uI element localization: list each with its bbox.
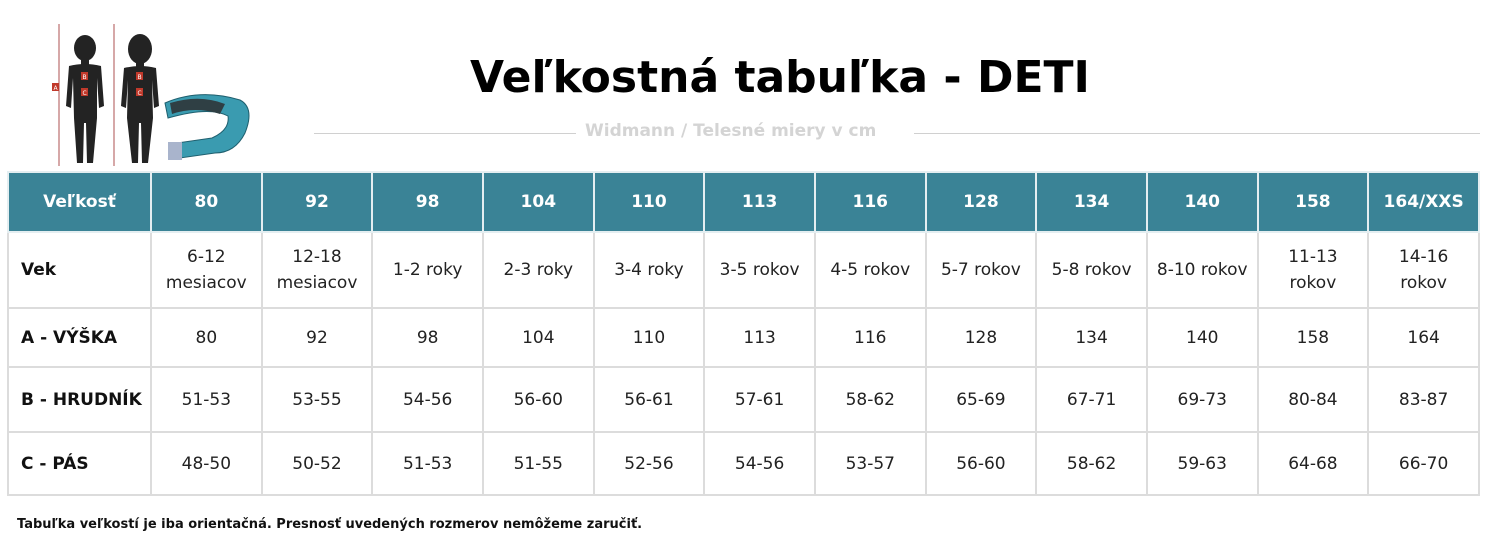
table-cell: 2-3 roky [481,231,595,309]
svg-text:C: C [138,90,142,97]
table-cell: 52-56 [592,431,706,496]
table-cell: 56-61 [592,366,706,433]
table-cell: 98 [371,307,484,368]
table-cell: 113 [703,307,816,368]
header-row: Veľkosť 80 92 98 104 110 113 116 128 134 140 158 164… [7,171,1480,233]
row-label: A - VÝŠKA [7,307,152,368]
table-cell: 110 [592,307,706,368]
row-label: Vek [7,231,152,309]
table-cell: 51-53 [371,431,484,496]
size-header: 158 [1256,171,1370,233]
table-cell: 56-60 [924,431,1038,496]
children-measurement-illustration: A B C B C [52,24,250,166]
row-label: C - PÁS [7,431,152,496]
table-cell: 140 [1145,307,1259,368]
table-cell: 164 [1367,307,1480,368]
subtitle-divider-left [314,133,576,134]
size-header: 128 [924,171,1038,233]
table-cell: 83-87 [1367,366,1480,433]
table-cell: 53-55 [260,366,374,433]
table-cell: 11-13 rokov [1256,231,1370,309]
size-table: Veľkosť 80 92 98 104 110 113 116 128 134 140 158 164… [7,171,1480,496]
svg-text:B: B [138,74,142,81]
table-cell: 3-5 rokov [703,231,816,309]
table-row: C - PÁS 48-50 50-52 51-53 51-55 52-56 54-56 53-… [7,431,1480,496]
subtitle: Widmann / Telesné miery v cm [585,121,877,141]
table-cell: 80 [150,307,263,368]
size-header: 104 [481,171,595,233]
size-header: 110 [592,171,706,233]
boy-silhouette-icon [66,35,104,163]
table-cell: 128 [924,307,1038,368]
svg-text:B: B [83,74,87,81]
table-cell: 56-60 [481,366,595,433]
table-cell: 48-50 [150,431,263,496]
svg-text:C: C [83,90,87,97]
table-cell: 12-18 mesiacov [260,231,374,309]
size-header: 92 [260,171,374,233]
table-row: A - VÝŠKA 80 92 98 104 110 113 116 128 134 140 158 1… [7,307,1480,368]
table-cell: 8-10 rokov [1145,231,1259,309]
table-cell: 4-5 rokov [813,231,927,309]
table-cell: 69-73 [1145,366,1259,433]
size-header: 134 [1035,171,1148,233]
table-cell: 1-2 roky [371,231,484,309]
table-cell: 80-84 [1256,366,1370,433]
table-cell: 67-71 [1035,366,1148,433]
table-cell: 5-7 rokov [924,231,1038,309]
table-cell: 92 [260,307,374,368]
table-cell: 54-56 [371,366,484,433]
table-cell: 3-4 roky [592,231,706,309]
size-header: 116 [813,171,927,233]
table-row: Vek 6-12 mesiacov 12-18 mesiacov 1-2 roky 2-… [7,231,1480,309]
table-cell: 58-62 [813,366,927,433]
table-cell: 5-8 rokov [1035,231,1148,309]
size-label-header: Veľkosť [7,171,152,233]
page-title: Veľkostná tabuľka - DETI [470,52,1090,103]
table-cell: 53-57 [813,431,927,496]
table-cell: 54-56 [703,431,816,496]
size-header: 98 [371,171,484,233]
table-cell: 57-61 [703,366,816,433]
table-cell: 59-63 [1145,431,1259,496]
subtitle-divider-right [914,133,1480,134]
size-header: 140 [1145,171,1259,233]
table-cell: 6-12 mesiacov [150,231,263,309]
footnote: Tabuľka veľkostí je iba orientačná. Pres… [17,517,643,532]
size-header: 113 [703,171,816,233]
table-cell: 64-68 [1256,431,1370,496]
table-cell: 104 [481,307,595,368]
table-cell: 116 [813,307,927,368]
table-cell: 51-53 [150,366,263,433]
row-label: B - HRUDNÍK [7,366,152,433]
table-cell: 134 [1035,307,1148,368]
table-cell: 65-69 [924,366,1038,433]
svg-text:A: A [54,85,59,92]
table-row: B - HRUDNÍK 51-53 53-55 54-56 56-60 56-61 57-6… [7,366,1480,433]
measuring-tape-icon [164,94,250,160]
size-header: 80 [150,171,263,233]
table-cell: 158 [1256,307,1370,368]
table-cell: 51-55 [481,431,595,496]
table-cell: 58-62 [1035,431,1148,496]
table-cell: 66-70 [1367,431,1480,496]
size-header: 164/XXS [1367,171,1480,233]
table-cell: 50-52 [260,431,374,496]
girl-silhouette-icon [121,34,159,163]
table-cell: 14-16 rokov [1367,231,1480,309]
